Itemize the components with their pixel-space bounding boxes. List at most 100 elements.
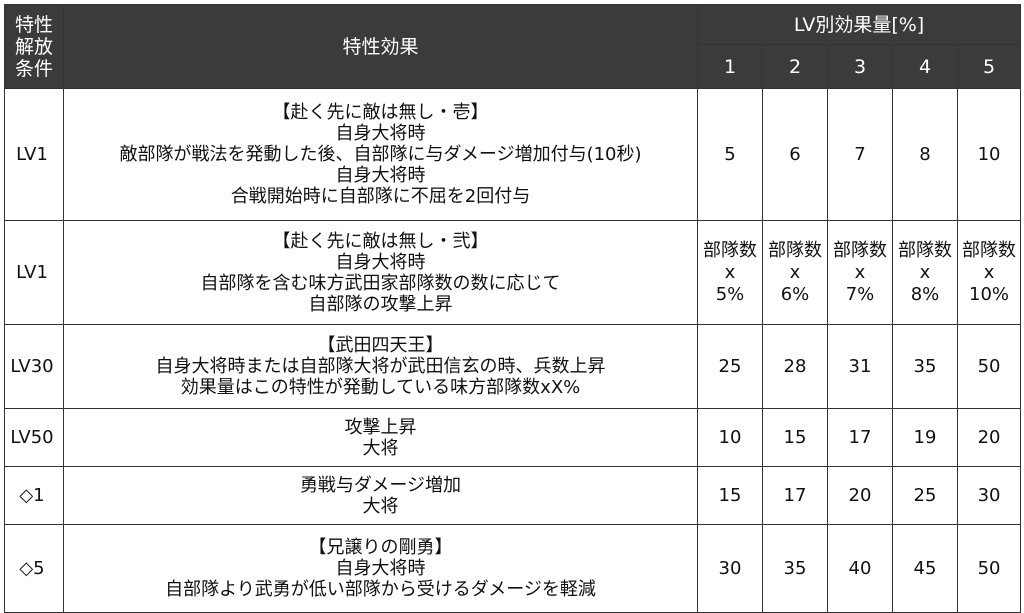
value-line: 15: [783, 426, 807, 448]
value-line: 5%: [715, 283, 745, 305]
effect-value-lv1: 5: [697, 88, 763, 221]
value-line: 10: [977, 143, 1001, 165]
effect-line: 大将: [362, 495, 399, 517]
effect-line: 効果量はこの特性が発動している味方部隊数xX%: [180, 377, 581, 398]
effect-line: 【赴く先に敵は無し・壱】: [272, 102, 489, 123]
effect-value-lv1: 30: [697, 524, 763, 613]
table-row: ◇5 【兄譲りの剛勇】 自身大将時 自部隊より武勇が低い部隊から受けるダメージを軽減 3…: [4, 524, 1022, 613]
effect-line: 自身大将時: [335, 558, 426, 579]
unlock-condition: LV1: [4, 220, 64, 325]
value-line: x: [854, 261, 866, 283]
value-line: 7%: [845, 283, 875, 305]
effect-value-lv5: 部隊数 x 10%: [956, 220, 1022, 325]
value-line: x: [983, 261, 995, 283]
effect-value-lv3: 40: [827, 524, 893, 613]
value-line: 19: [913, 426, 937, 448]
value-line: x: [919, 261, 931, 283]
trait-effect: 【赴く先に敵は無し・弐】 自身大将時 自部隊を含む味方武田家部隊数の数に応じて 自部隊…: [63, 220, 698, 325]
effect-value-lv2: 17: [762, 466, 828, 525]
value-line: 6%: [780, 283, 810, 305]
effect-value-lv3: 17: [827, 408, 893, 467]
value-line: 17: [848, 426, 872, 448]
value-line: 31: [848, 355, 872, 377]
unlock-condition: LV50: [4, 408, 64, 467]
effect-value-lv3: 7: [827, 88, 893, 221]
value-line: 部隊数: [833, 239, 887, 261]
value-line: 15: [718, 484, 742, 506]
effect-value-lv4: 19: [892, 408, 958, 467]
value-line: 35: [913, 355, 937, 377]
effect-line: 攻撃上昇: [344, 416, 417, 438]
effect-line: 敵部隊が戦法を発動した後、自部隊に与ダメージ増加付与(10秒): [119, 144, 642, 165]
effect-line: 自身大将時: [335, 123, 426, 144]
effect-value-lv1: 25: [697, 324, 763, 409]
effect-value-lv3: 20: [827, 466, 893, 525]
effect-value-lv2: 28: [762, 324, 828, 409]
value-line: 50: [977, 355, 1001, 377]
value-line: 50: [977, 557, 1001, 579]
effect-line: 勇戦与ダメージ増加: [299, 474, 462, 496]
value-line: 10%: [969, 283, 1010, 305]
effect-value-lv1: 15: [697, 466, 763, 525]
effect-line: 自身大将時または自部隊大将が武田信玄の時、兵数上昇: [155, 356, 606, 377]
effect-value-lv5: 50: [956, 324, 1022, 409]
value-line: 30: [977, 484, 1001, 506]
value-line: 20: [977, 426, 1001, 448]
unlock-condition: ◇5: [4, 524, 64, 613]
value-line: 6: [789, 143, 801, 165]
effect-line: 【赴く先に敵は無し・弐】: [272, 230, 489, 252]
effect-value-lv2: 35: [762, 524, 828, 613]
header-level-3: 3: [827, 44, 893, 89]
value-line: 10: [718, 426, 742, 448]
value-line: 30: [718, 557, 742, 579]
effect-line: 大将: [362, 437, 399, 459]
value-line: x: [724, 261, 736, 283]
effect-value-lv5: 30: [956, 466, 1022, 525]
value-line: 部隊数: [898, 239, 952, 261]
effect-value-lv3: 部隊数 x 7%: [827, 220, 893, 325]
value-line: 28: [783, 355, 807, 377]
effect-value-lv5: 20: [956, 408, 1022, 467]
effect-line: 【兄譲りの剛勇】: [308, 537, 453, 558]
value-line: 20: [848, 484, 872, 506]
value-line: x: [789, 261, 801, 283]
effect-value-lv5: 10: [956, 88, 1022, 221]
header-level-2: 2: [762, 44, 828, 89]
table-row: LV1 【赴く先に敵は無し・壱】 自身大将時 敵部隊が戦法を発動した後、自部隊に与ダメ…: [4, 88, 1022, 221]
value-line: 25: [913, 484, 937, 506]
value-line: 45: [913, 557, 937, 579]
value-line: 8: [919, 143, 931, 165]
effect-value-lv4: 35: [892, 324, 958, 409]
effect-line: 自部隊を含む味方武田家部隊数の数に応じて: [200, 272, 561, 294]
effect-value-lv4: 部隊数 x 8%: [892, 220, 958, 325]
header-effect: 特性効果: [63, 4, 698, 89]
unlock-condition: ◇1: [4, 466, 64, 525]
value-line: 部隊数: [703, 239, 757, 261]
trait-effect: 勇戦与ダメージ増加 大将: [63, 466, 698, 525]
trait-effect: 攻撃上昇 大将: [63, 408, 698, 467]
effect-line: 自部隊より武勇が低い部隊から受けるダメージを軽減: [165, 579, 596, 600]
value-line: 部隊数: [962, 239, 1017, 261]
effect-value-lv4: 8: [892, 88, 958, 221]
table-row: LV30 【武田四天王】 自身大将時または自部隊大将が武田信玄の時、兵数上昇 効果量は…: [4, 324, 1022, 409]
value-line: 25: [718, 355, 742, 377]
table-row: LV1 【赴く先に敵は無し・弐】 自身大将時 自部隊を含む味方武田家部隊数の数に応じて…: [4, 220, 1022, 325]
trait-table: 特性 解放 条件 特性効果 LV別効果量[%] 1 2 3 4 5 LV1 【赴く…: [4, 4, 1022, 613]
trait-effect: 【兄譲りの剛勇】 自身大将時 自部隊より武勇が低い部隊から受けるダメージを軽減: [63, 524, 698, 613]
effect-value-lv2: 15: [762, 408, 828, 467]
value-line: 5: [724, 143, 736, 165]
trait-effect: 【武田四天王】 自身大将時または自部隊大将が武田信玄の時、兵数上昇 効果量はこの特性…: [63, 324, 698, 409]
header-level-4: 4: [892, 44, 958, 89]
value-line: 8%: [910, 283, 940, 305]
effect-line: 自身大将時: [335, 165, 426, 186]
effect-line: 合戦開始時に自部隊に不屈を2回付与: [230, 186, 531, 207]
header-level-1: 1: [697, 44, 763, 89]
value-line: 部隊数: [768, 239, 822, 261]
effect-value-lv3: 31: [827, 324, 893, 409]
table-row: ◇1 勇戦与ダメージ増加 大将 15 17 20 25 30: [4, 466, 1022, 525]
value-line: 17: [783, 484, 807, 506]
effect-line: 自身大将時: [335, 251, 426, 273]
effect-value-lv5: 50: [956, 524, 1022, 613]
effect-value-lv1: 部隊数 x 5%: [697, 220, 763, 325]
effect-value-lv2: 6: [762, 88, 828, 221]
